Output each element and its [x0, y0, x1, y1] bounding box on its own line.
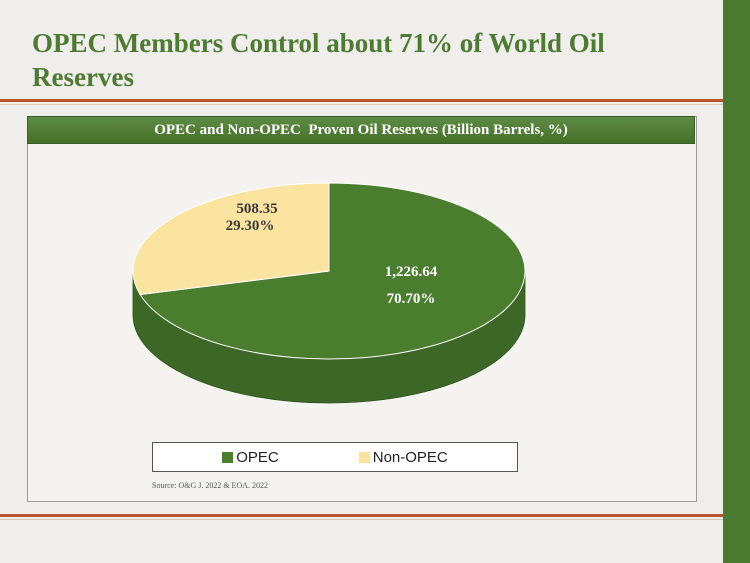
legend-swatch-non-opec [358, 451, 370, 463]
legend-label-opec: OPEC [236, 448, 279, 466]
source-note: Source: O&G J. 2022 & EOA. 2022 [152, 481, 268, 490]
top-divider-thin [0, 104, 723, 105]
legend-swatch-opec [222, 451, 234, 463]
data-label-non-opec-value: 508.35 [236, 201, 277, 217]
bottom-divider [0, 514, 723, 517]
chart-legend: OPEC Non-OPEC [152, 442, 518, 472]
bottom-divider-thin [0, 519, 723, 520]
slide-title: OPEC Members Control about 71% of World … [32, 28, 605, 92]
legend-item-opec: OPEC [222, 449, 279, 466]
chart-title: OPEC and Non-OPEC Proven Oil Reserves (B… [27, 116, 695, 144]
top-divider [0, 99, 723, 102]
pie-slice-non-opec [132, 182, 330, 296]
legend-item-non-opec: Non-OPEC [358, 448, 448, 466]
data-label-non-opec-percent: 29.30% [226, 218, 275, 234]
data-label-opec-percent: 70.70% [387, 291, 436, 307]
data-label-opec-value: 1,226.64 [385, 264, 438, 280]
pie-slice-opec [139, 182, 526, 360]
side-accent-bar [723, 0, 750, 563]
legend-label-non-opec: Non-OPEC [372, 448, 448, 466]
